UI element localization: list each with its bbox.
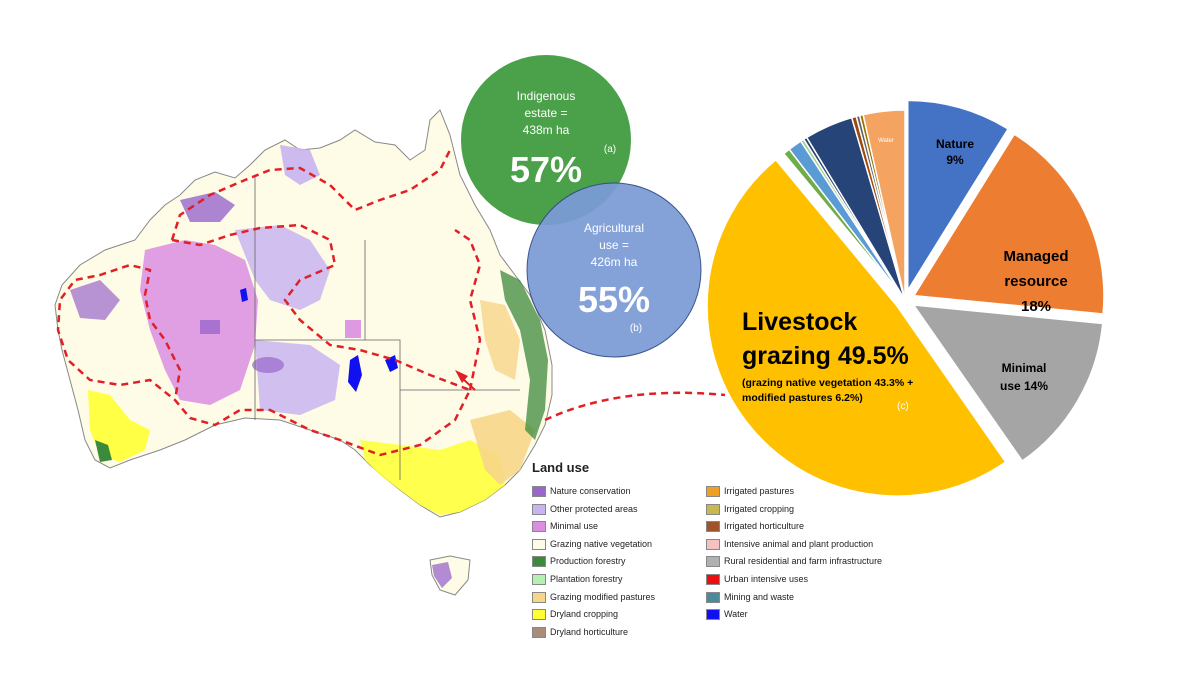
agricultural-use-circle: Agricultural use = 426m ha 55% (b): [526, 182, 702, 358]
legend-swatch: [532, 626, 546, 638]
indigenous-label-line1: Indigenous: [517, 89, 576, 103]
land-use-legend: Land use Nature conservation Other protec…: [530, 460, 890, 650]
pie-label-nature-1: Nature: [936, 137, 974, 151]
legend-label: Urban intensive uses: [724, 574, 809, 584]
pie-slice: [706, 158, 1007, 497]
legend-label: Grazing modified pastures: [550, 591, 656, 602]
legend-swatch: [532, 556, 546, 568]
pie-slice: [862, 109, 906, 301]
indigenous-note: (a): [604, 144, 616, 155]
legend-swatch: [706, 538, 720, 550]
connector-dashed-line: [544, 391, 726, 422]
agricultural-label-line3: 426m ha: [591, 255, 638, 269]
legend-label: Grazing native vegetation: [550, 538, 653, 549]
legend-title: Land use: [532, 460, 590, 475]
region-pastures-east: [480, 300, 520, 380]
legend-swatch: [532, 503, 546, 515]
state-borders: [254, 175, 520, 480]
pie-label-livestock-2: grazing 49.5%: [742, 342, 909, 370]
region-forestry-sw: [95, 440, 112, 462]
legend-label: Production forestry: [550, 556, 626, 567]
legend-swatch: [706, 574, 720, 585]
legend-label: Nature conservation: [550, 486, 631, 496]
legend-swatch: [706, 486, 720, 497]
pie-label-managed-1: Managed: [1003, 248, 1068, 265]
region-dryland-cropping-se: [360, 440, 505, 515]
region-nature-block-2: [345, 320, 361, 338]
indigenous-estate-circle: Indigenous estate = 438m ha 57% (a): [461, 55, 631, 225]
legend-label: Dryland horticulture: [550, 626, 629, 637]
region-pastures-se: [470, 410, 535, 485]
legend-label: Irrigated pastures: [724, 486, 795, 496]
indigenous-estate-outline-east: [454, 228, 482, 391]
agricultural-label-line2: use =: [599, 238, 629, 252]
region-forestry-east: [500, 270, 548, 440]
agricultural-note: (b): [630, 323, 642, 334]
region-nature-kimberley: [180, 192, 235, 222]
legend-swatch: [706, 521, 720, 533]
region-minimal-ellipse: [252, 357, 284, 373]
legend-label: Rural residential and farm infrastructur…: [724, 556, 883, 567]
legend-swatch: [706, 503, 720, 515]
pie-slice: [912, 304, 1104, 462]
australia-land-use-map: [54, 109, 726, 596]
legend-swatch: [706, 591, 720, 603]
indigenous-label-line3: 438m ha: [523, 123, 570, 137]
pie-label-minimal-2: use 14%: [1000, 379, 1048, 393]
land-use-pie-chart: [706, 99, 1105, 497]
mainland-outline: [54, 109, 553, 518]
indigenous-percent: 57%: [510, 149, 582, 190]
legend-swatch: [532, 591, 546, 603]
region-minimal-use-west: [140, 240, 258, 405]
legend-swatch: [706, 609, 720, 621]
legend-label: Mining and waste: [724, 591, 795, 602]
pie-note: (c): [897, 401, 909, 412]
indigenous-estate-outline-north: [170, 149, 452, 241]
legend-label: Dryland cropping: [550, 609, 619, 620]
pie-label-managed-2: resource: [1004, 273, 1067, 290]
legend-swatch: [532, 538, 546, 550]
legend-swatch: [706, 556, 720, 568]
region-nature-block-1: [200, 320, 220, 334]
legend-label: Minimal use: [550, 521, 599, 532]
tasmania-nature: [432, 562, 452, 588]
pie-label-managed-3: 18%: [1021, 298, 1051, 315]
legend-label: Irrigated horticulture: [724, 521, 805, 532]
agricultural-label-line1: Agricultural: [584, 221, 644, 235]
region-nature-pilbara: [70, 280, 120, 320]
pie-slice: [912, 133, 1105, 315]
pie-label-minimal-1: Minimal: [1002, 361, 1047, 375]
agricultural-percent: 55%: [578, 279, 650, 320]
pie-label-livestock-sub-1: (grazing native vegetation 43.3% +: [742, 377, 913, 389]
region-water-eyre: [348, 355, 362, 392]
indigenous-label-line2: estate =: [524, 106, 567, 120]
region-protected-central: [235, 225, 330, 310]
indigenous-estate-outline-inner: [56, 223, 472, 457]
pie-label-water: Water: [878, 138, 894, 144]
pie-slice: [906, 99, 1010, 294]
pie-labels: Nature 9% Managed resource 18% Minimal u…: [742, 137, 1069, 412]
legend-swatch: [532, 521, 546, 533]
legend-swatch: [532, 486, 546, 497]
pointer-arrowhead: [455, 370, 468, 383]
legend-label: Plantation forestry: [550, 574, 623, 584]
legend-label: Irrigated cropping: [724, 503, 795, 514]
legend-label: Intensive animal and plant production: [724, 538, 874, 549]
legend-label: Water: [724, 609, 748, 620]
pie-label-nature-2: 9%: [946, 153, 964, 167]
pie-label-livestock-1: Livestock: [742, 308, 857, 336]
legend-label: Other protected areas: [550, 503, 638, 514]
legend-swatch: [532, 574, 546, 585]
legend-swatch: [532, 609, 546, 621]
region-water-small: [240, 288, 248, 302]
pie-label-livestock-sub-2: modified pastures 6.2%): [742, 392, 863, 404]
